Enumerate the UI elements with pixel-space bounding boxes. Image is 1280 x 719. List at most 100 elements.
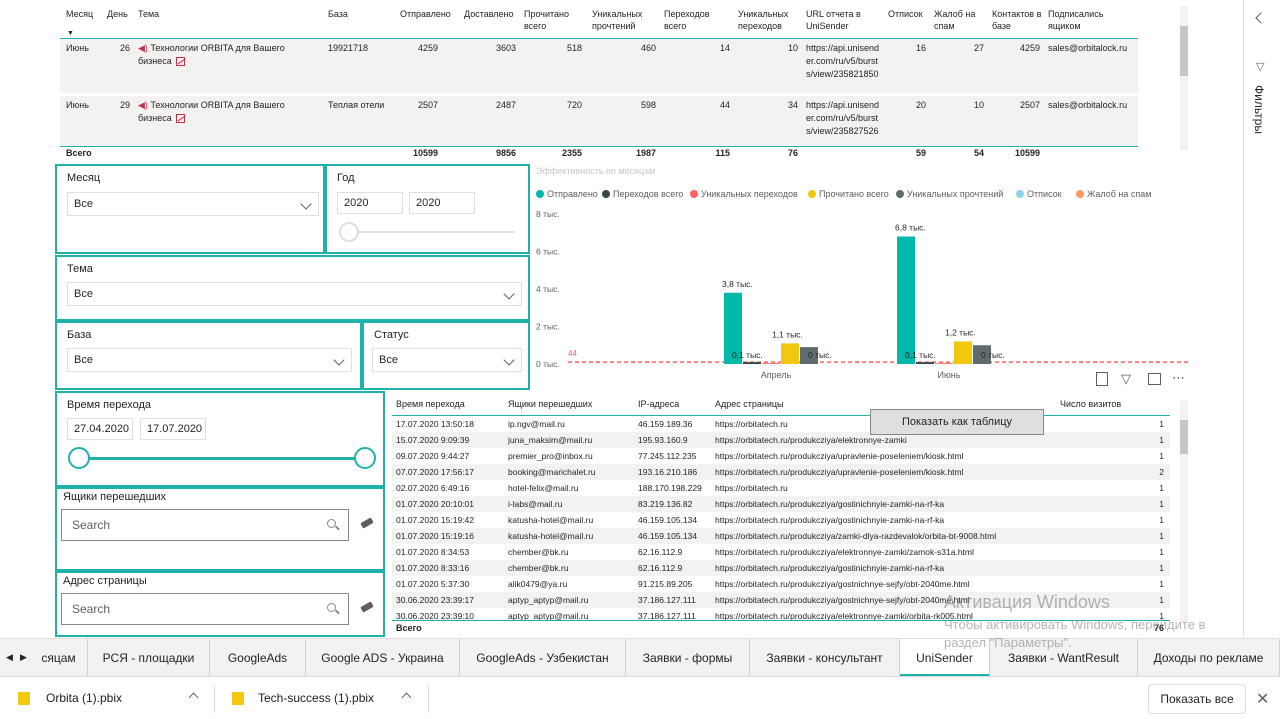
filter-icon[interactable]: ▽ xyxy=(1121,371,1131,386)
col-header-click-time[interactable]: Время перехода xyxy=(396,399,465,409)
table-row[interactable]: 30.06.2020 23:39:10 aptyp_aptyp@mail.ru 37… xyxy=(392,608,1170,624)
click-time-slider-track[interactable] xyxy=(79,457,365,460)
topic-dropdown[interactable]: Все xyxy=(67,282,522,306)
cell-topic: ◀) Технологии ORBITA для Вашего бизнеса xyxy=(138,99,314,125)
base-dropdown[interactable]: Все xyxy=(67,348,352,372)
mailboxes-search-input[interactable]: Search xyxy=(61,509,349,541)
status-dropdown[interactable]: Все xyxy=(372,348,522,372)
legend-item[interactable]: Отправлено xyxy=(536,188,598,200)
table-row[interactable]: 15.07.2020 9:09:39 juna_maksim@mail.ru 195… xyxy=(392,432,1170,448)
tab-unisender[interactable]: UniSender xyxy=(900,639,990,677)
collapse-left-icon[interactable] xyxy=(1255,12,1267,24)
col-header-clicks-total[interactable]: Переходов всего xyxy=(664,9,710,31)
tab-googleads-uzbekistan[interactable]: GoogleAds - Узбекистан xyxy=(460,639,626,677)
monthly-effectiveness-chart[interactable]: Эффективность по месяцам Отправлено Перех… xyxy=(532,160,1192,390)
tab-googleads[interactable]: GoogleAds xyxy=(210,639,306,677)
click-time-to-input[interactable]: 17.07.2020 xyxy=(140,418,206,440)
col-header-base[interactable]: База xyxy=(328,9,348,19)
legend-item[interactable]: Переходов всего xyxy=(602,188,683,200)
scrollbar-thumb[interactable] xyxy=(1180,26,1188,76)
col-header-delivered[interactable]: Доставлено xyxy=(464,9,514,19)
tabs-prev-icon[interactable]: ◀ xyxy=(6,652,13,662)
cell-click-time: 01.07.2020 15:19:16 xyxy=(396,531,474,541)
col-header-unique-clicks[interactable]: Уникальных переходов xyxy=(738,9,789,31)
col-header-url[interactable]: URL отчета в UniSender xyxy=(806,9,861,31)
col-header-month[interactable]: Месяц xyxy=(66,9,94,19)
legend-item[interactable]: Прочитано всего xyxy=(808,188,889,200)
month-dropdown[interactable]: Все xyxy=(67,192,319,216)
table-row[interactable]: 02.07.2020 6:49:16 hotel-felix@mail.ru 188… xyxy=(392,480,1170,496)
tab-google-ads-ukraine[interactable]: Google ADS - Украина xyxy=(306,639,460,677)
filters-pane[interactable]: ▽ Фильтры xyxy=(1243,0,1280,638)
table-row[interactable]: 07.07.2020 17:56:17 booking@marichalet.ru… xyxy=(392,464,1170,480)
year-slider-track[interactable] xyxy=(359,231,515,233)
close-icon[interactable]: ✕ xyxy=(1256,691,1270,708)
download-item[interactable]: Orbita (1).pbix xyxy=(46,691,123,705)
col-header-page[interactable]: Адрес страницы xyxy=(715,399,784,409)
show-as-table-menu-item[interactable]: Показать как таблицу xyxy=(870,409,1044,435)
col-header-read-total[interactable]: Прочитано всего xyxy=(524,9,569,31)
year-to-input[interactable]: 2020 xyxy=(409,192,475,214)
col-header-day[interactable]: День xyxy=(107,9,128,19)
col-header-spam[interactable]: Жалоб на спам xyxy=(934,9,976,31)
col-header-contacts[interactable]: Контактов в базе xyxy=(992,9,1042,31)
col-header-unsub[interactable]: Отписок xyxy=(888,9,923,19)
table-row[interactable]: 01.07.2020 5:37:30 alik0479@ya.ru 91.215.8… xyxy=(392,576,1170,592)
year-slider-handle[interactable] xyxy=(339,222,359,242)
tab-by-months[interactable]: сяцам xyxy=(30,639,88,677)
focus-mode-icon[interactable] xyxy=(1148,373,1161,385)
sort-down-icon[interactable]: ▼ xyxy=(67,30,74,37)
col-header-unique-reads[interactable]: Уникальных прочтений xyxy=(592,9,643,31)
copy-icon[interactable] xyxy=(1096,372,1108,386)
tab-requests-consultant[interactable]: Заявки - консультант xyxy=(750,639,900,677)
table-row[interactable]: 01.07.2020 20:10:01 i-labs@mail.ru 83.219.… xyxy=(392,496,1170,512)
col-header-topic[interactable]: Тема xyxy=(138,9,160,19)
eraser-icon[interactable] xyxy=(360,601,374,613)
cell-report-url[interactable]: https://api.unisender.com/ru/v5/bursts/v… xyxy=(806,100,880,136)
download-item[interactable]: Tech-success (1).pbix xyxy=(258,691,375,705)
scrollbar-thumb[interactable] xyxy=(1180,420,1188,454)
cell-ip: 37.186.127.111 xyxy=(638,611,696,621)
totals-label: Всего xyxy=(396,623,422,633)
tab-requests-wantresult[interactable]: Заявки - WantResult xyxy=(990,639,1138,677)
table-row[interactable]: Июнь 26 ◀) Технологии ORBITA для Вашего … xyxy=(60,39,1138,93)
table-row[interactable]: 30.06.2020 23:39:17 aptyp_aptyp@mail.ru 37… xyxy=(392,592,1170,608)
table-row[interactable]: 01.07.2020 8:33:16 chember@bk.ru 62.16.112… xyxy=(392,560,1170,576)
col-header-visits[interactable]: Число визитов xyxy=(1060,399,1122,409)
tabs-next-icon[interactable]: ▶ xyxy=(20,652,27,662)
col-header-subscribed[interactable]: Подписались ящиком xyxy=(1048,9,1104,31)
top-table-scrollbar[interactable] xyxy=(1180,6,1188,150)
divider xyxy=(428,685,429,713)
month-slicer: Месяц Все xyxy=(55,164,325,254)
table-row[interactable]: 01.07.2020 15:19:16 katusha-hotel@mail.ru… xyxy=(392,528,1170,544)
legend-item[interactable]: Жалоб на спам xyxy=(1076,188,1151,200)
page-address-search-input[interactable]: Search xyxy=(61,593,349,625)
year-from-input[interactable]: 2020 xyxy=(337,192,403,214)
click-time-from-input[interactable]: 27.04.2020 xyxy=(67,418,133,440)
legend-item[interactable]: Уникальных переходов xyxy=(690,188,798,200)
slider-start-handle[interactable] xyxy=(68,447,90,469)
eraser-icon[interactable] xyxy=(360,517,374,529)
more-options-icon[interactable]: ⋯ xyxy=(1172,370,1185,385)
col-header-sent[interactable]: Отправлено xyxy=(400,9,451,19)
legend-item[interactable]: Отписок xyxy=(1016,188,1062,200)
table-row[interactable]: 01.07.2020 8:34:53 chember@bk.ru 62.16.112… xyxy=(392,544,1170,560)
tab-rsya-placements[interactable]: РСЯ - площадки xyxy=(88,639,210,677)
chevron-up-icon[interactable] xyxy=(188,692,199,703)
tab-requests-forms[interactable]: Заявки - формы xyxy=(626,639,750,677)
col-header-mailboxes[interactable]: Ящики перешедших xyxy=(508,399,593,409)
show-all-button[interactable]: Показать все xyxy=(1148,684,1246,714)
clicks-table-scrollbar[interactable] xyxy=(1180,400,1188,622)
cell-report-url[interactable]: https://api.unisender.com/ru/v5/bursts/v… xyxy=(806,43,880,79)
table-row[interactable]: Июнь 29 ◀) Технологии ORBITA для Вашего … xyxy=(60,96,1138,146)
chevron-up-icon[interactable] xyxy=(401,692,412,703)
legend-label: Переходов всего xyxy=(613,189,684,199)
legend-item[interactable]: Уникальных прочтений xyxy=(896,188,1003,200)
slider-end-handle[interactable] xyxy=(354,447,376,469)
col-header-ip[interactable]: IP-адреса xyxy=(638,399,680,409)
table-row[interactable]: 17.07.2020 13:50:18 ip.ngv@mail.ru 46.159.… xyxy=(392,416,1170,432)
clicks-table: Время перехода Ящики перешедших IP-адрес… xyxy=(392,392,1192,636)
table-row[interactable]: 09.07.2020 9:44:27 premier_pro@inbox.ru 77… xyxy=(392,448,1170,464)
table-row[interactable]: 01.07.2020 15:19:42 katusha-hotel@mail.ru… xyxy=(392,512,1170,528)
cell-clicks-total: 14 xyxy=(719,43,730,53)
